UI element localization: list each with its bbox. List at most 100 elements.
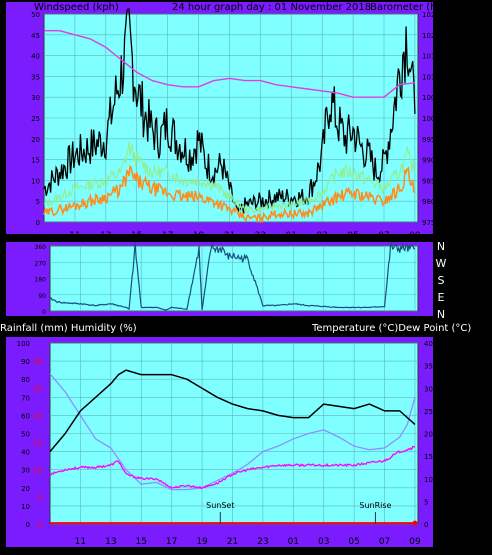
temp-x-tick-label: 07 — [379, 537, 390, 547]
direction-y-tick-label: 0 — [42, 309, 46, 316]
wind-x-tick-label: 03 — [316, 231, 327, 241]
direction-y-tick-label: 360 — [35, 244, 47, 251]
temp-x-tick-label: 03 — [318, 537, 329, 547]
wind-x-tick-label: 07 — [378, 231, 389, 241]
temp-x-tick-label: 17 — [166, 537, 177, 547]
header-barometer: Barometer (hpa) — [370, 2, 453, 13]
header-title: 24 hour graph day : 01 November 2018 — [172, 2, 371, 13]
wind-x-tick-label: 21 — [224, 231, 235, 241]
temp-x-tick-label: 05 — [348, 537, 359, 547]
pressure-line — [44, 29, 416, 98]
temp-x-tick-label: 21 — [227, 537, 238, 547]
rain-y-tick-label: 5 — [38, 494, 42, 502]
pressure-y-tick-label: 1000 — [422, 115, 440, 123]
wind-x-tick-label: 19 — [193, 231, 205, 241]
direction-y-tick-label: 180 — [35, 277, 47, 284]
temp-y-tick-label: 0 — [424, 521, 428, 529]
direction-letter: S — [438, 274, 445, 287]
pressure-y-tick-label: 985 — [422, 177, 435, 185]
pressure-y-tick-label: 990 — [422, 157, 435, 165]
humidity-y-tick-label: 0 — [26, 521, 30, 529]
wind-y-tick-label: 0 — [36, 219, 40, 227]
humidity-y-tick-label: 20 — [21, 485, 30, 493]
pressure-y-tick-label: 1005 — [422, 94, 440, 102]
wind-x-tick-label: 17 — [162, 231, 173, 241]
temp-x-tick-label: 23 — [257, 537, 268, 547]
humidity-y-tick-label: 40 — [21, 449, 30, 457]
temperature-line — [49, 369, 416, 453]
wind-y-tick-label: 40 — [31, 53, 40, 61]
wind-avg-line — [43, 164, 416, 224]
wind-x-tick-label: 09 — [409, 231, 421, 241]
wind-y-tick-label: 25 — [31, 115, 40, 123]
temp-x-tick-label: 09 — [409, 537, 421, 547]
wind-y-tick-label: 20 — [31, 136, 40, 144]
direction-y-tick-label: 270 — [35, 260, 47, 267]
direction-line — [49, 240, 415, 311]
humidity-line — [49, 373, 416, 491]
wind-x-tick-label: 01 — [286, 231, 297, 241]
header-windspeed: Windspeed (kph) — [34, 2, 119, 13]
wind-x-tick-label: 13 — [100, 231, 111, 241]
direction-letter: W — [436, 257, 447, 270]
temp-y-tick-label: 10 — [424, 476, 433, 484]
humidity-y-tick-label: 10 — [21, 503, 30, 511]
pressure-y-tick-label: 980 — [422, 198, 435, 206]
temp-x-tick-label: 11 — [75, 537, 86, 547]
humidity-y-tick-label: 70 — [21, 394, 30, 402]
temp-y-tick-label: 5 — [424, 498, 428, 506]
direction-letter: E — [438, 291, 445, 304]
plots: 0510152025303540455097598098599099510001… — [17, 8, 440, 547]
pressure-y-tick-label: 1020 — [422, 32, 440, 40]
temp-y-tick-label: 15 — [424, 453, 433, 461]
wind-y-tick-label: 35 — [31, 73, 40, 81]
temp-y-tick-label: 30 — [424, 385, 433, 393]
wind-x-tick-label: 11 — [69, 231, 80, 241]
rain-marker — [412, 520, 418, 526]
wind-y-tick-label: 45 — [31, 32, 40, 40]
temp-x-tick-label: 13 — [105, 537, 116, 547]
rain-y-tick-label: 25 — [33, 385, 42, 393]
temp-y-tick-label: 35 — [424, 363, 433, 371]
header-temp-dew: Temperature (°C)Dew Point (°C) — [311, 323, 471, 334]
temp-x-tick-label: 19 — [196, 537, 208, 547]
temp-y-tick-label: 40 — [424, 340, 433, 348]
humidity-y-tick-label: 30 — [21, 467, 30, 475]
header-rain-humidity: Rainfall (mm) Humidity (%) — [0, 323, 137, 334]
direction-letter: N — [437, 308, 445, 321]
temp-y-tick-label: 25 — [424, 408, 433, 416]
wind-y-tick-label: 15 — [31, 157, 40, 165]
humidity-y-tick-label: 50 — [21, 431, 30, 439]
wind-x-tick-label: 05 — [347, 231, 358, 241]
rain-y-tick-label: 0 — [38, 521, 42, 529]
rain-y-tick-label: 10 — [33, 467, 42, 475]
sunset-label: SunSet — [206, 501, 234, 510]
wind-x-tick-label: 15 — [131, 231, 142, 241]
rain-y-tick-label: 15 — [33, 439, 42, 447]
wind-y-tick-label: 10 — [31, 177, 40, 185]
pressure-y-tick-label: 1010 — [422, 73, 440, 81]
humidity-y-tick-label: 100 — [17, 340, 30, 348]
rain-y-tick-label: 20 — [33, 412, 42, 420]
temp-x-tick-label: 15 — [136, 537, 147, 547]
humidity-y-tick-label: 60 — [21, 412, 30, 420]
sunrise-label: SunRise — [359, 501, 391, 510]
humidity-y-tick-label: 90 — [21, 358, 30, 366]
pressure-y-tick-label: 995 — [422, 136, 435, 144]
wind-light-line — [43, 141, 416, 214]
rain-y-tick-label: 30 — [33, 358, 42, 366]
humidity-y-tick-label: 80 — [21, 376, 30, 384]
wind-x-tick-label: 23 — [255, 231, 266, 241]
wind-y-tick-label: 5 — [36, 198, 40, 206]
wind-gust-line — [43, 8, 416, 214]
temp-y-tick-label: 20 — [424, 431, 433, 439]
wind-y-tick-label: 50 — [31, 11, 40, 19]
direction-y-tick-label: 90 — [38, 293, 46, 300]
dewpoint-line — [49, 445, 416, 490]
pressure-y-tick-label: 1025 — [422, 11, 440, 19]
pressure-y-tick-label: 1015 — [422, 53, 440, 61]
direction-letter: N — [437, 240, 445, 253]
